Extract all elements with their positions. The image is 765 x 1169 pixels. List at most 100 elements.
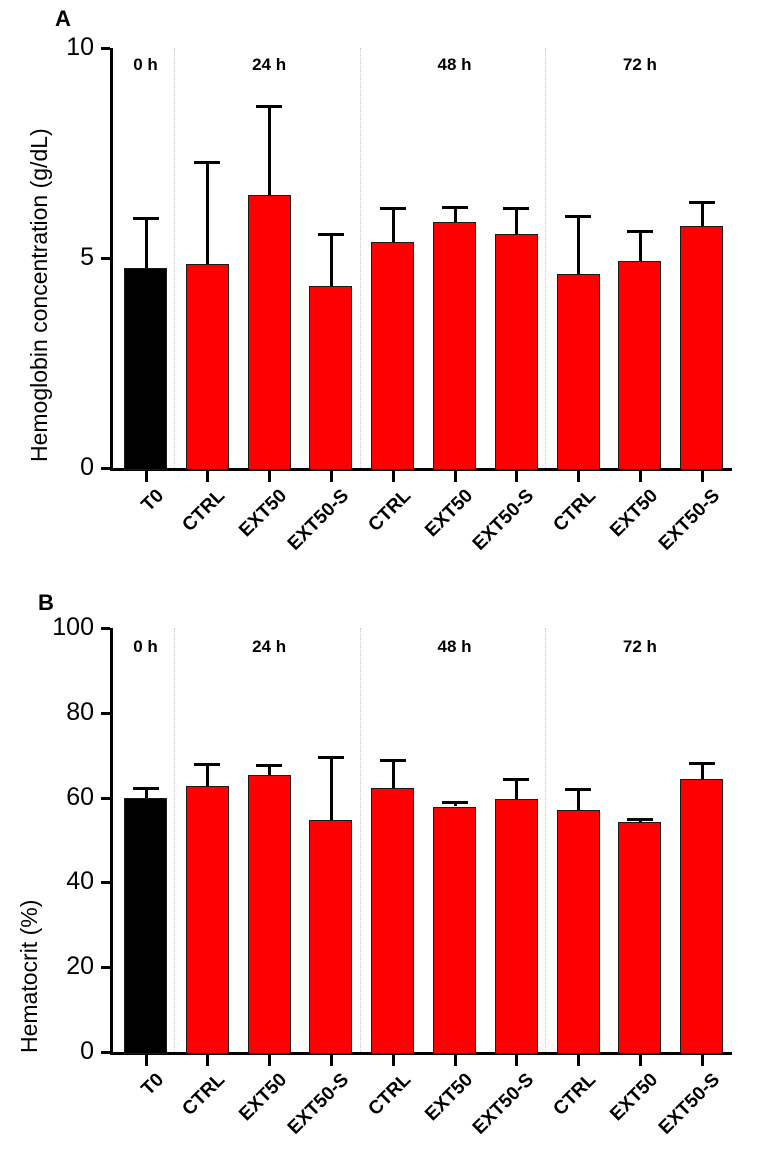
x-tick-mark (144, 471, 148, 482)
x-tick-mark (515, 1055, 519, 1066)
y-tick-mark (101, 257, 110, 260)
bar (618, 821, 662, 1054)
x-tick-mark (638, 471, 642, 482)
error-bar-cap (379, 759, 406, 763)
error-bar-cap (565, 215, 592, 219)
bar (618, 261, 662, 470)
error-bar-stem (144, 787, 148, 799)
bar (124, 798, 167, 1054)
error-bar-stem (329, 755, 333, 821)
error-bar-cap (194, 161, 221, 165)
y-tick-mark (101, 467, 110, 470)
x-tick-mark (453, 1055, 457, 1066)
y-tick-label: 0 (80, 453, 94, 481)
x-axis-line (110, 468, 732, 471)
bar (371, 788, 415, 1054)
y-tick-mark (101, 1051, 110, 1054)
group-separator (545, 48, 547, 468)
error-bar-stem (700, 201, 704, 226)
error-bar-stem (329, 232, 333, 287)
bar (124, 267, 167, 470)
y-tick-mark (101, 711, 110, 715)
y-tick-label: 100 (52, 613, 94, 641)
error-bar-cap (132, 217, 159, 221)
y-tick-mark (101, 796, 110, 800)
error-bar-cap (256, 104, 283, 108)
error-bar-cap (194, 763, 221, 767)
group-time-label: 0 h (133, 55, 158, 74)
bar (185, 264, 229, 470)
y-tick-label: 5 (80, 243, 94, 271)
error-bar-cap (503, 778, 530, 782)
panel-a-y-axis-label: Hemoglobin concentration (g/dL) (26, 128, 52, 462)
panel-b-letter: B (38, 590, 54, 615)
group-separator (545, 628, 547, 1052)
y-axis-line (110, 48, 113, 471)
x-tick-mark (268, 1055, 272, 1066)
error-bar-stem (206, 161, 210, 265)
panel-b: B Hematocrit (%) 0 20 40 60 80 100 0 h 24 h 48 h… (0, 575, 765, 1139)
error-bar-stem (515, 778, 519, 799)
error-bar-cap (565, 788, 592, 792)
y-tick-mark (101, 47, 110, 50)
bar (556, 810, 600, 1054)
group-separator (174, 48, 176, 468)
bar (433, 222, 476, 470)
y-tick-mark (101, 627, 110, 630)
error-bar-cap (688, 761, 715, 765)
error-bar-cap (626, 229, 653, 233)
error-bar-stem (268, 104, 272, 195)
x-tick-mark (268, 471, 272, 482)
error-bar-cap (441, 800, 468, 804)
error-bar-cap (132, 787, 159, 791)
error-bar-stem (268, 764, 272, 776)
figure-root: A Hemoglobin concentration (g/dL) 0 5 10 0 … (0, 0, 765, 1139)
error-bar-stem (700, 761, 704, 779)
group-time-label: 24 h (252, 637, 287, 656)
panel-b-plot-area: 0 20 40 60 80 100 0 h 24 h 48 h 72 h T0 CTRL EXT50 EX… (52, 615, 732, 1139)
y-tick-label: 60 (66, 782, 94, 811)
error-bar-cap (317, 755, 344, 759)
y-tick-label: 10 (66, 33, 94, 61)
error-bar-stem (391, 207, 395, 243)
y-tick-label: 20 (66, 952, 94, 981)
x-tick-mark (700, 1055, 704, 1066)
x-tick-mark (515, 471, 519, 482)
error-bar-stem (577, 788, 581, 811)
error-bar-cap (688, 201, 715, 205)
panel-a: A Hemoglobin concentration (g/dL) 0 5 10 0 … (0, 0, 765, 575)
error-bar-cap (503, 207, 530, 211)
y-tick-mark (101, 966, 110, 970)
error-bar-stem (453, 205, 457, 223)
error-bar-cap (256, 764, 283, 768)
x-tick-mark (391, 471, 395, 482)
error-bar-stem (515, 207, 519, 234)
x-tick-mark (206, 471, 210, 482)
x-tick-mark (329, 471, 333, 482)
group-separator (174, 628, 176, 1052)
group-time-label: 48 h (437, 55, 472, 74)
error-bar-stem (206, 763, 210, 787)
bar (680, 778, 724, 1054)
x-tick-mark (329, 1055, 333, 1066)
error-bar-stem (144, 217, 148, 268)
x-axis-line (110, 1052, 732, 1055)
x-tick-mark (700, 471, 704, 482)
x-tick-mark (391, 1055, 395, 1066)
error-bar-stem (638, 229, 642, 262)
error-bar-cap (379, 207, 406, 211)
error-bar-cap (441, 205, 468, 209)
bar (433, 806, 476, 1054)
group-separator (359, 628, 362, 1052)
bar (309, 820, 353, 1054)
bar (247, 775, 291, 1054)
y-tick-mark (101, 881, 110, 885)
error-bar-stem (577, 215, 581, 274)
bar (680, 225, 724, 470)
y-tick-label: 0 (80, 1037, 94, 1065)
y-axis-line (110, 628, 113, 1055)
group-time-label: 48 h (437, 637, 472, 656)
bar (494, 233, 538, 470)
x-tick-mark (206, 1055, 210, 1066)
bar (247, 195, 291, 470)
